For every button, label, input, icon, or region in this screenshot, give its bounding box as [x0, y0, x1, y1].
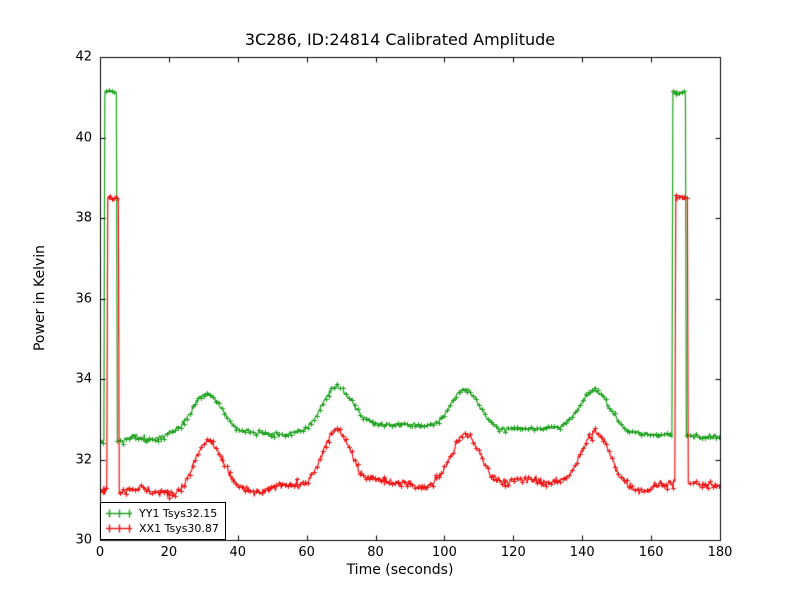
x-tick-label: 120 — [500, 545, 526, 560]
x-tick-label: 80 — [367, 545, 384, 560]
x-tick-label: 160 — [638, 545, 664, 560]
legend-item[interactable]: XX1 Tsys30.87 — [105, 521, 219, 536]
x-tick-label: 0 — [95, 545, 105, 560]
legend-marker-icon — [105, 522, 133, 535]
x-tick-label: 140 — [569, 545, 595, 560]
x-tick-label: 20 — [160, 545, 178, 560]
x-tick-label: 40 — [229, 545, 247, 560]
legend[interactable]: YY1 Tsys32.15 XX1 Tsys30.87 — [100, 502, 226, 540]
y-tick-label: 42 — [75, 49, 92, 65]
legend-label: XX1 Tsys30.87 — [139, 522, 219, 535]
x-tick-label: 180 — [707, 545, 733, 560]
y-tick-label: 34 — [75, 371, 92, 387]
x-axis-label: Time (seconds) — [346, 562, 454, 578]
x-tick-label: 60 — [298, 545, 315, 560]
legend-item[interactable]: YY1 Tsys32.15 — [105, 506, 219, 521]
y-tick-label: 40 — [75, 130, 92, 145]
x-tick-label: 100 — [432, 545, 457, 560]
chart-title: 3C286, ID:24814 Calibrated Amplitude — [244, 30, 556, 49]
y-tick-label: 32 — [75, 452, 92, 467]
y-tick-label: 38 — [75, 210, 92, 226]
y-axis-label: Power in Kelvin — [32, 244, 48, 352]
legend-marker-icon — [105, 507, 133, 520]
y-tick-label: 30 — [75, 532, 92, 548]
y-tick-label: 36 — [75, 291, 92, 306]
legend-label: YY1 Tsys32.15 — [139, 507, 218, 520]
